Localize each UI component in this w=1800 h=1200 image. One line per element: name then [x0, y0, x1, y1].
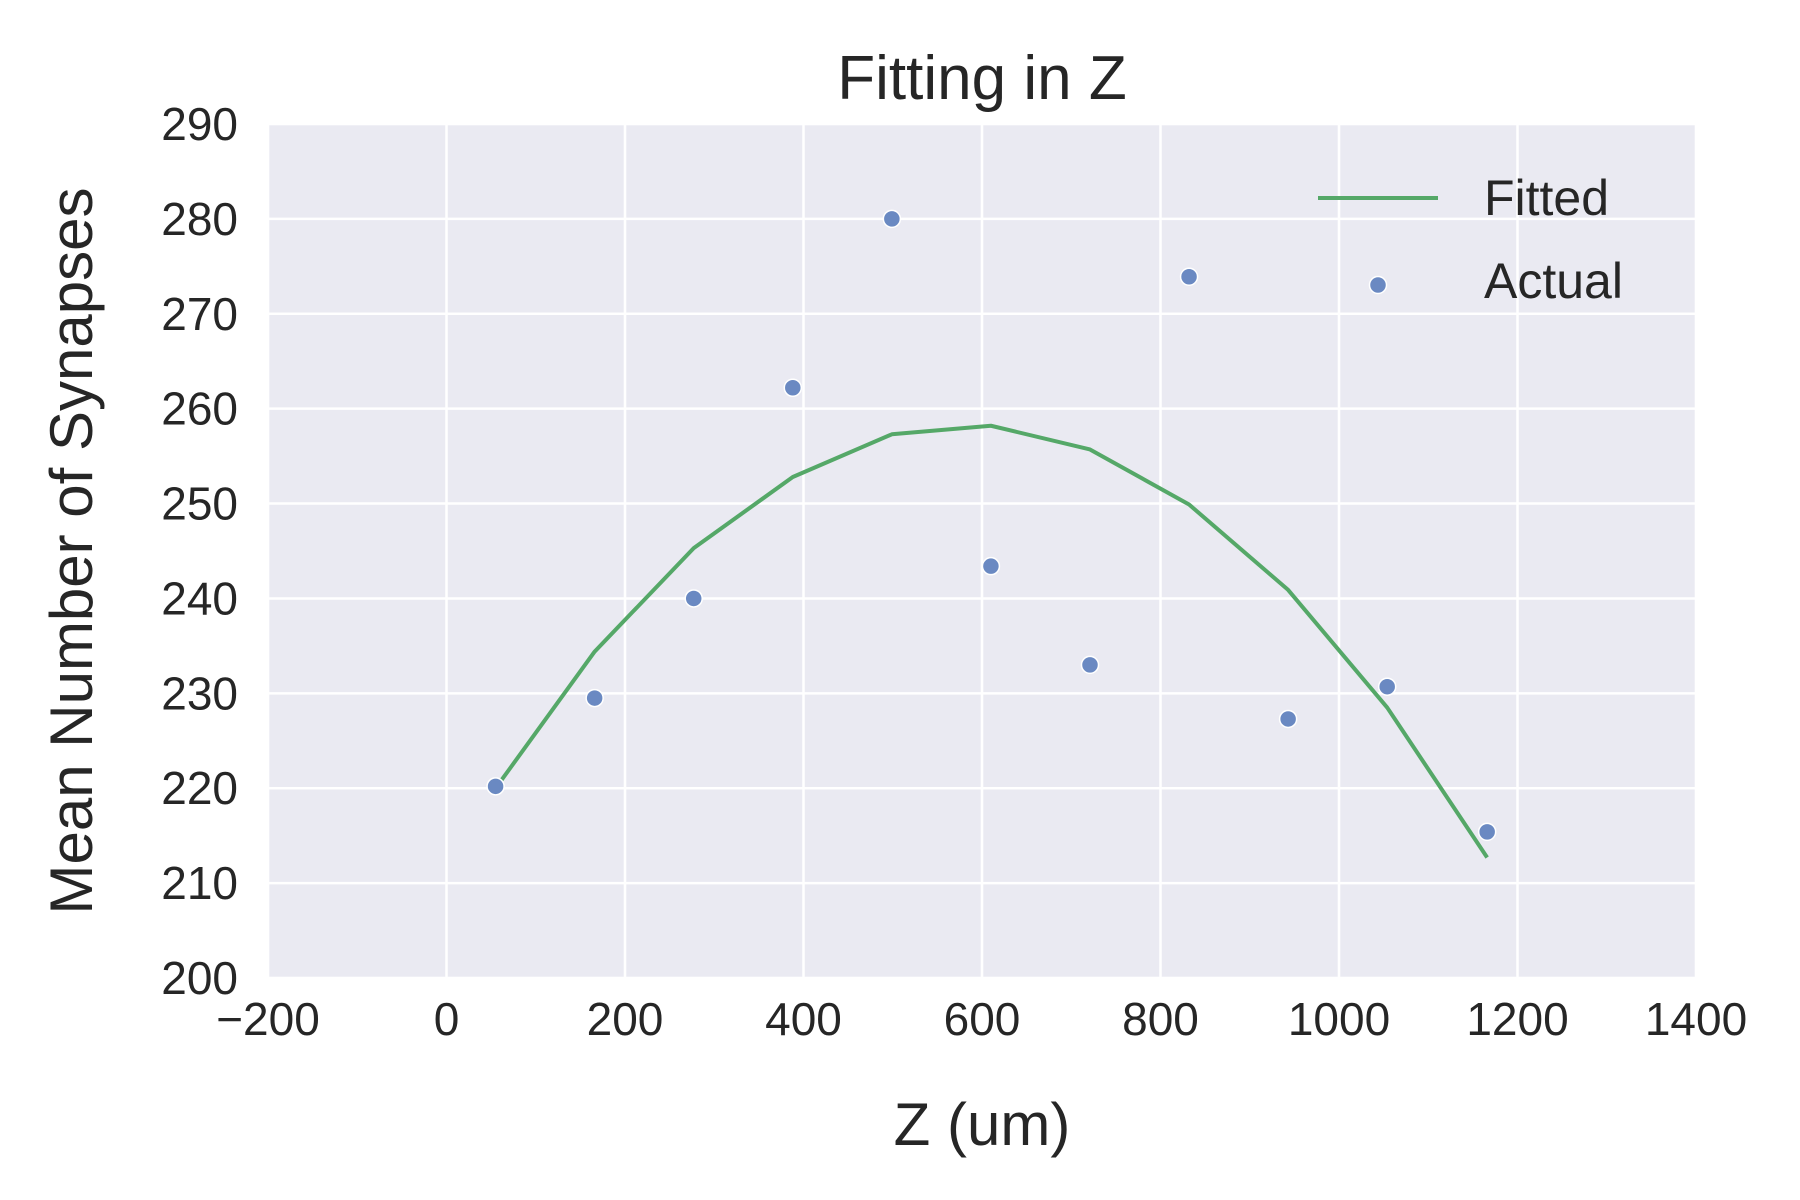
y-tick-label: 290 — [161, 98, 238, 150]
series-layer — [486, 209, 1497, 859]
y-tick-label: 200 — [161, 952, 238, 1004]
legend-fitted-label: Fitted — [1484, 170, 1609, 226]
legend-actual-swatch — [1368, 275, 1388, 295]
y-tick-label: 260 — [161, 383, 238, 435]
y-axis-title: Mean Number of Synapses — [38, 187, 105, 914]
y-tick-label: 280 — [161, 193, 238, 245]
x-tick-label: 0 — [434, 993, 460, 1045]
fitted-line — [493, 423, 1489, 859]
x-tick-label: 800 — [1122, 993, 1199, 1045]
x-tick-labels: −200 0 200 400 600 800 1000 1200 1400 — [216, 993, 1747, 1045]
x-tick-label: −200 — [216, 993, 320, 1045]
actual-data-point — [1278, 709, 1298, 729]
y-tick-label: 210 — [161, 857, 238, 909]
y-tick-label: 230 — [161, 667, 238, 719]
x-axis-title: Z (um) — [894, 1091, 1071, 1158]
grid-lines — [266, 122, 1698, 980]
y-tick-label: 270 — [161, 288, 238, 340]
chart-title: Fitting in Z — [837, 44, 1126, 113]
actual-data-point — [783, 378, 803, 398]
actual-data-point — [1179, 267, 1199, 287]
x-tick-label: 200 — [587, 993, 664, 1045]
legend: Fitted Actual — [1318, 170, 1623, 309]
x-tick-label: 600 — [944, 993, 1021, 1045]
y-tick-label: 240 — [161, 572, 238, 624]
x-tick-label: 1000 — [1288, 993, 1390, 1045]
actual-data-point — [1377, 677, 1397, 696]
actual-data-point — [684, 589, 703, 608]
y-tick-label: 220 — [161, 762, 238, 814]
actual-data-point — [486, 777, 505, 796]
x-tick-label: 1200 — [1466, 993, 1568, 1045]
actual-data-point — [585, 688, 604, 708]
y-tick-labels: 200 210 220 230 240 250 260 270 280 290 — [161, 98, 238, 1004]
x-tick-label: 400 — [765, 993, 842, 1045]
actual-data-point — [981, 556, 1001, 576]
legend-actual-label: Actual — [1484, 253, 1623, 309]
actual-data-point — [882, 209, 902, 229]
actual-data-point — [1080, 655, 1100, 675]
actual-data-point — [1477, 822, 1497, 842]
y-tick-label: 250 — [161, 478, 238, 530]
x-tick-label: 1400 — [1645, 993, 1747, 1045]
